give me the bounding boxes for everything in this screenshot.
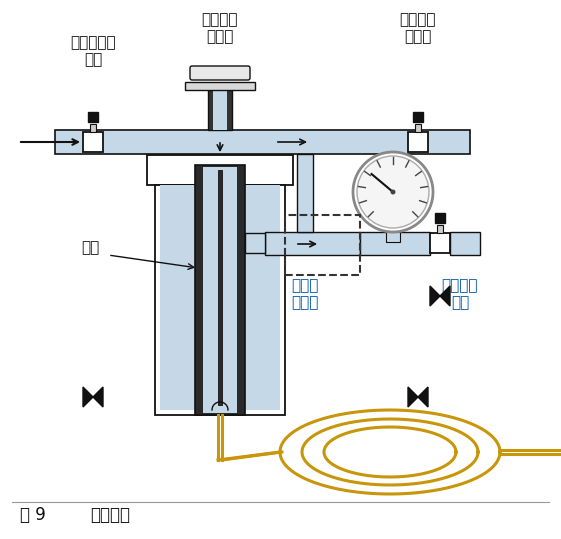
Bar xyxy=(55,130,470,154)
Polygon shape xyxy=(440,286,450,306)
Bar xyxy=(155,185,285,415)
FancyBboxPatch shape xyxy=(190,66,250,80)
Bar xyxy=(413,112,423,122)
Circle shape xyxy=(390,190,396,195)
Bar xyxy=(218,170,222,405)
Bar xyxy=(195,165,245,415)
Bar xyxy=(297,154,313,232)
Bar xyxy=(185,82,255,90)
Polygon shape xyxy=(408,387,418,407)
Bar xyxy=(450,232,480,255)
Text: 图 9: 图 9 xyxy=(20,506,46,524)
Bar xyxy=(83,132,103,152)
Polygon shape xyxy=(93,387,103,407)
Bar xyxy=(437,225,443,233)
Bar xyxy=(285,215,360,275)
Text: 隔垫吹扫
气控制: 隔垫吹扫 气控制 xyxy=(400,12,436,44)
Circle shape xyxy=(357,156,429,228)
Bar xyxy=(245,233,265,253)
Bar xyxy=(360,232,430,255)
Polygon shape xyxy=(430,286,440,306)
Bar xyxy=(408,132,428,152)
Bar xyxy=(88,112,98,122)
Bar xyxy=(386,232,400,242)
Bar xyxy=(213,90,227,130)
Bar xyxy=(90,124,96,132)
Bar xyxy=(430,233,450,253)
Bar xyxy=(265,232,360,255)
Text: 隔垫螺母
和隔垫: 隔垫螺母 和隔垫 xyxy=(202,12,238,44)
Bar xyxy=(415,124,421,132)
Bar xyxy=(435,213,445,223)
Text: 衬管: 衬管 xyxy=(82,240,100,255)
Text: 分流模式: 分流模式 xyxy=(90,506,130,524)
Polygon shape xyxy=(418,387,428,407)
Bar xyxy=(208,90,232,130)
Bar xyxy=(147,155,293,185)
Circle shape xyxy=(353,152,433,232)
Text: 进样口流量
控制: 进样口流量 控制 xyxy=(70,35,116,67)
Text: 分流出口
控制: 分流出口 控制 xyxy=(442,278,478,310)
Polygon shape xyxy=(83,387,93,407)
Bar xyxy=(203,167,237,413)
Bar xyxy=(160,185,280,410)
Text: 分流阀
（开）: 分流阀 （开） xyxy=(291,278,319,310)
